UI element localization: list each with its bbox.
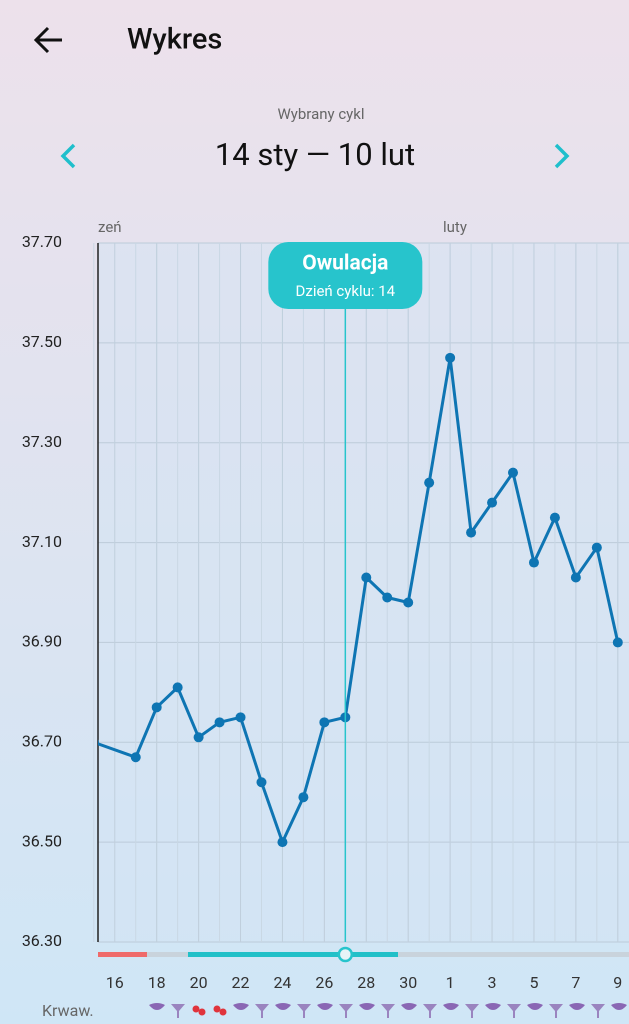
- temperature-point: [98, 739, 99, 746]
- fertile-bar: [188, 952, 398, 957]
- y-tick-label: 36.90: [22, 632, 62, 651]
- mucus-icon: [423, 1004, 437, 1018]
- temperature-point: [298, 792, 309, 803]
- mucus-icon: [443, 1003, 459, 1010]
- mucus-icon: [149, 1003, 165, 1010]
- ovulation-marker: [337, 946, 354, 963]
- temperature-point: [235, 712, 246, 723]
- temperature-point: [508, 467, 519, 478]
- temperature-point: [151, 702, 162, 713]
- temperature-point: [424, 477, 435, 488]
- mucus-icon: [275, 1003, 291, 1010]
- temperature-point: [612, 637, 623, 648]
- mucus-icon: [507, 1004, 521, 1018]
- mucus-icon: [527, 1003, 543, 1010]
- mucus-icon: [485, 1003, 501, 1010]
- temperature-point: [487, 497, 498, 508]
- temperature-point: [549, 512, 560, 523]
- y-tick-label: 37.50: [22, 332, 62, 351]
- mucus-icon: [465, 1004, 479, 1018]
- x-tick-label: 3: [488, 973, 497, 992]
- mucus-icon: [549, 1004, 563, 1018]
- ovulation-text: Dzień cyklu: 14: [296, 282, 396, 300]
- mucus-icon: [611, 1003, 627, 1010]
- mucus-icon: [569, 1003, 585, 1010]
- bleeding-icon: [219, 1008, 227, 1016]
- temperature-point: [466, 527, 477, 538]
- y-tick-label: 37.30: [22, 432, 62, 451]
- x-tick-label: 16: [106, 973, 124, 992]
- x-tick-label: 1: [446, 973, 455, 992]
- overlay: Owulacja Dzień cyklu: 14: [268, 242, 423, 963]
- x-tick-label: 7: [571, 973, 580, 992]
- temperature-point: [591, 542, 602, 553]
- x-tick-label: 22: [232, 973, 250, 992]
- x-tick-label: 30: [399, 973, 417, 992]
- temperature-point: [319, 717, 330, 728]
- y-tick-label: 36.30: [22, 931, 62, 950]
- plot: [98, 352, 623, 848]
- cycle-caption: Wybrany cykl: [277, 105, 364, 123]
- y-tick-label: 37.10: [22, 532, 62, 551]
- temperature-point: [277, 837, 288, 848]
- bleeding-icon: [198, 1008, 206, 1016]
- mucus-icon: [359, 1003, 375, 1010]
- temperature-point: [214, 717, 225, 728]
- month-label: luty: [443, 218, 467, 236]
- cycle-range: 14 sty — 10 lut: [215, 136, 415, 173]
- temperature-point: [403, 597, 414, 608]
- next-cycle[interactable]: [554, 143, 570, 169]
- page-title: Wykres: [127, 23, 222, 57]
- mucus-icon: [297, 1004, 311, 1018]
- temperature-point: [382, 592, 393, 603]
- temperature-point: [361, 572, 372, 583]
- x-tick-label: 18: [148, 973, 166, 992]
- mucus-icon: [381, 1004, 395, 1018]
- ovulation-title: Owulacja: [302, 252, 388, 276]
- y-tick-label: 36.50: [22, 831, 62, 850]
- x-tick-label: 28: [357, 973, 375, 992]
- y-tick-label: 36.70: [22, 732, 62, 751]
- grid: [93, 242, 629, 943]
- mucus-icon: [255, 1004, 269, 1018]
- month-label: zeń: [98, 218, 122, 236]
- x-tick-label: 26: [315, 973, 333, 992]
- mucus-icon: [591, 1004, 605, 1018]
- temperature-point: [172, 682, 183, 693]
- mucus-icon: [233, 1003, 249, 1010]
- temperature-point: [193, 732, 204, 743]
- bleeding-label: Krwaw.: [42, 1001, 94, 1020]
- x-tick-label: 24: [273, 973, 291, 992]
- x-tick-label: 5: [529, 973, 538, 992]
- ovulation-badge: [268, 242, 423, 309]
- x-tick-label: 9: [613, 973, 622, 992]
- back-button[interactable]: [33, 26, 62, 54]
- temperature-point: [528, 557, 539, 568]
- bleeding-icon: [213, 1005, 221, 1013]
- temperature-point: [256, 777, 267, 788]
- period-bar: [98, 952, 147, 957]
- temperature-point: [130, 752, 141, 763]
- mucus-icon: [317, 1003, 333, 1010]
- y-tick-label: 37.70: [22, 232, 62, 251]
- mucus-icon: [171, 1004, 185, 1018]
- temperature-point: [570, 572, 581, 583]
- prev-cycle[interactable]: [60, 143, 76, 169]
- mucus-icon: [339, 1004, 353, 1018]
- bleeding-icon: [192, 1005, 200, 1013]
- temperature-point: [445, 352, 456, 363]
- x-tick-label: 20: [190, 973, 208, 992]
- mucus-icon: [401, 1003, 417, 1010]
